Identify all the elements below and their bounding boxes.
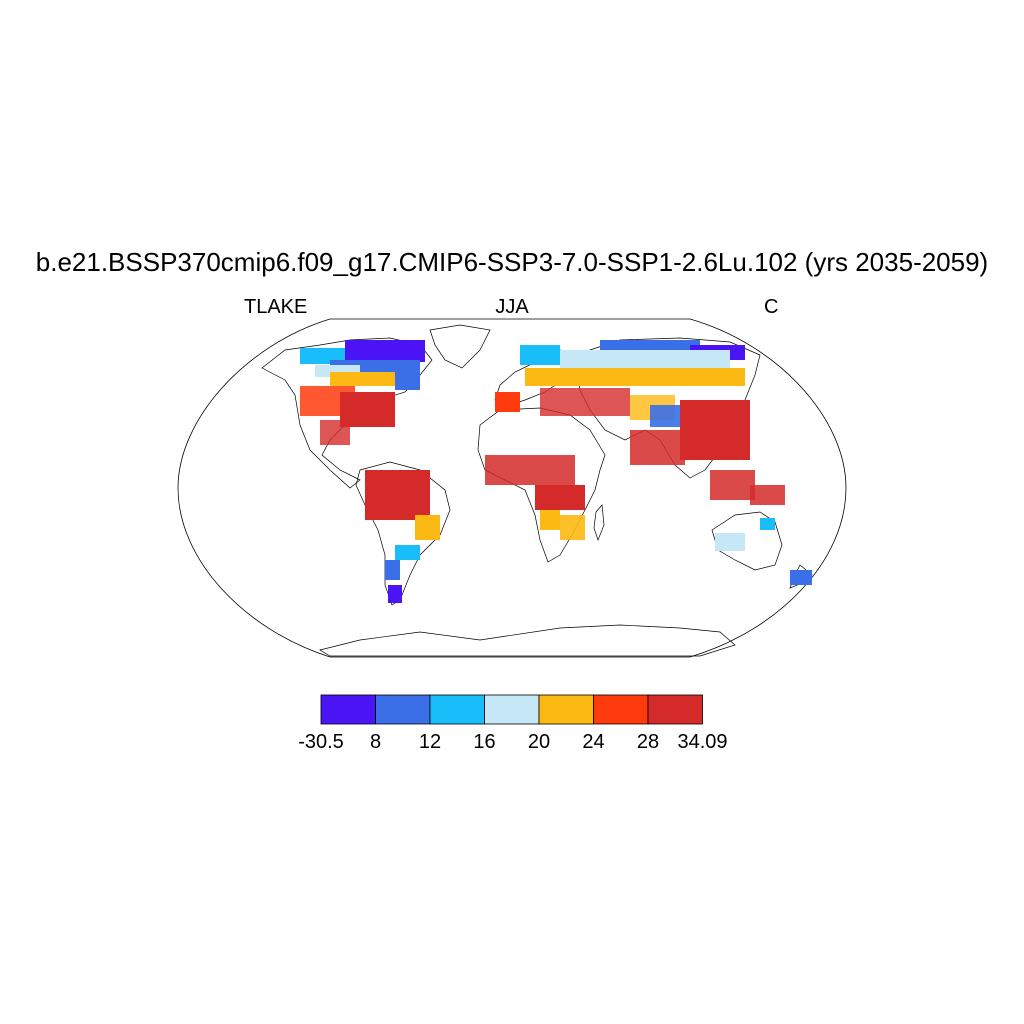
colorbar-tick-label: 8 [369,731,382,753]
colorbar-box [429,694,485,725]
colorbar-tick-label: 12 [418,731,442,753]
asia-coast [574,337,761,479]
colorbar-tick-label: 24 [582,731,605,753]
greenland-coast [429,324,491,369]
lake-temperature-field [300,340,812,603]
globe-outline [177,318,847,658]
madagascar-coast [593,504,605,542]
colorbar-tick-label: 16 [473,731,496,753]
units-label: C [764,296,779,318]
antarctica-coast [319,624,736,657]
colorbar-tick-label: -30.5 [298,731,344,753]
colorbar-tick-label: 28 [636,731,660,753]
colorbar-box [593,694,649,725]
colorbar-tick-label: 34.09 [677,731,728,753]
colorbar-box [484,694,540,725]
australia-coast [711,511,783,571]
map-title: b.e21.BSSP370cmip6.f09_g17.CMIP6-SSP3-7.… [35,247,989,277]
variable-label: TLAKE [244,296,308,318]
colorbar-box [375,694,431,725]
colorbar [320,694,703,725]
colorbar-tick-label: 20 [527,731,551,753]
colorbar-box [320,694,376,725]
season-label: JJA [495,296,529,318]
colorbar-box [647,694,703,725]
colorbar-box [538,694,594,725]
